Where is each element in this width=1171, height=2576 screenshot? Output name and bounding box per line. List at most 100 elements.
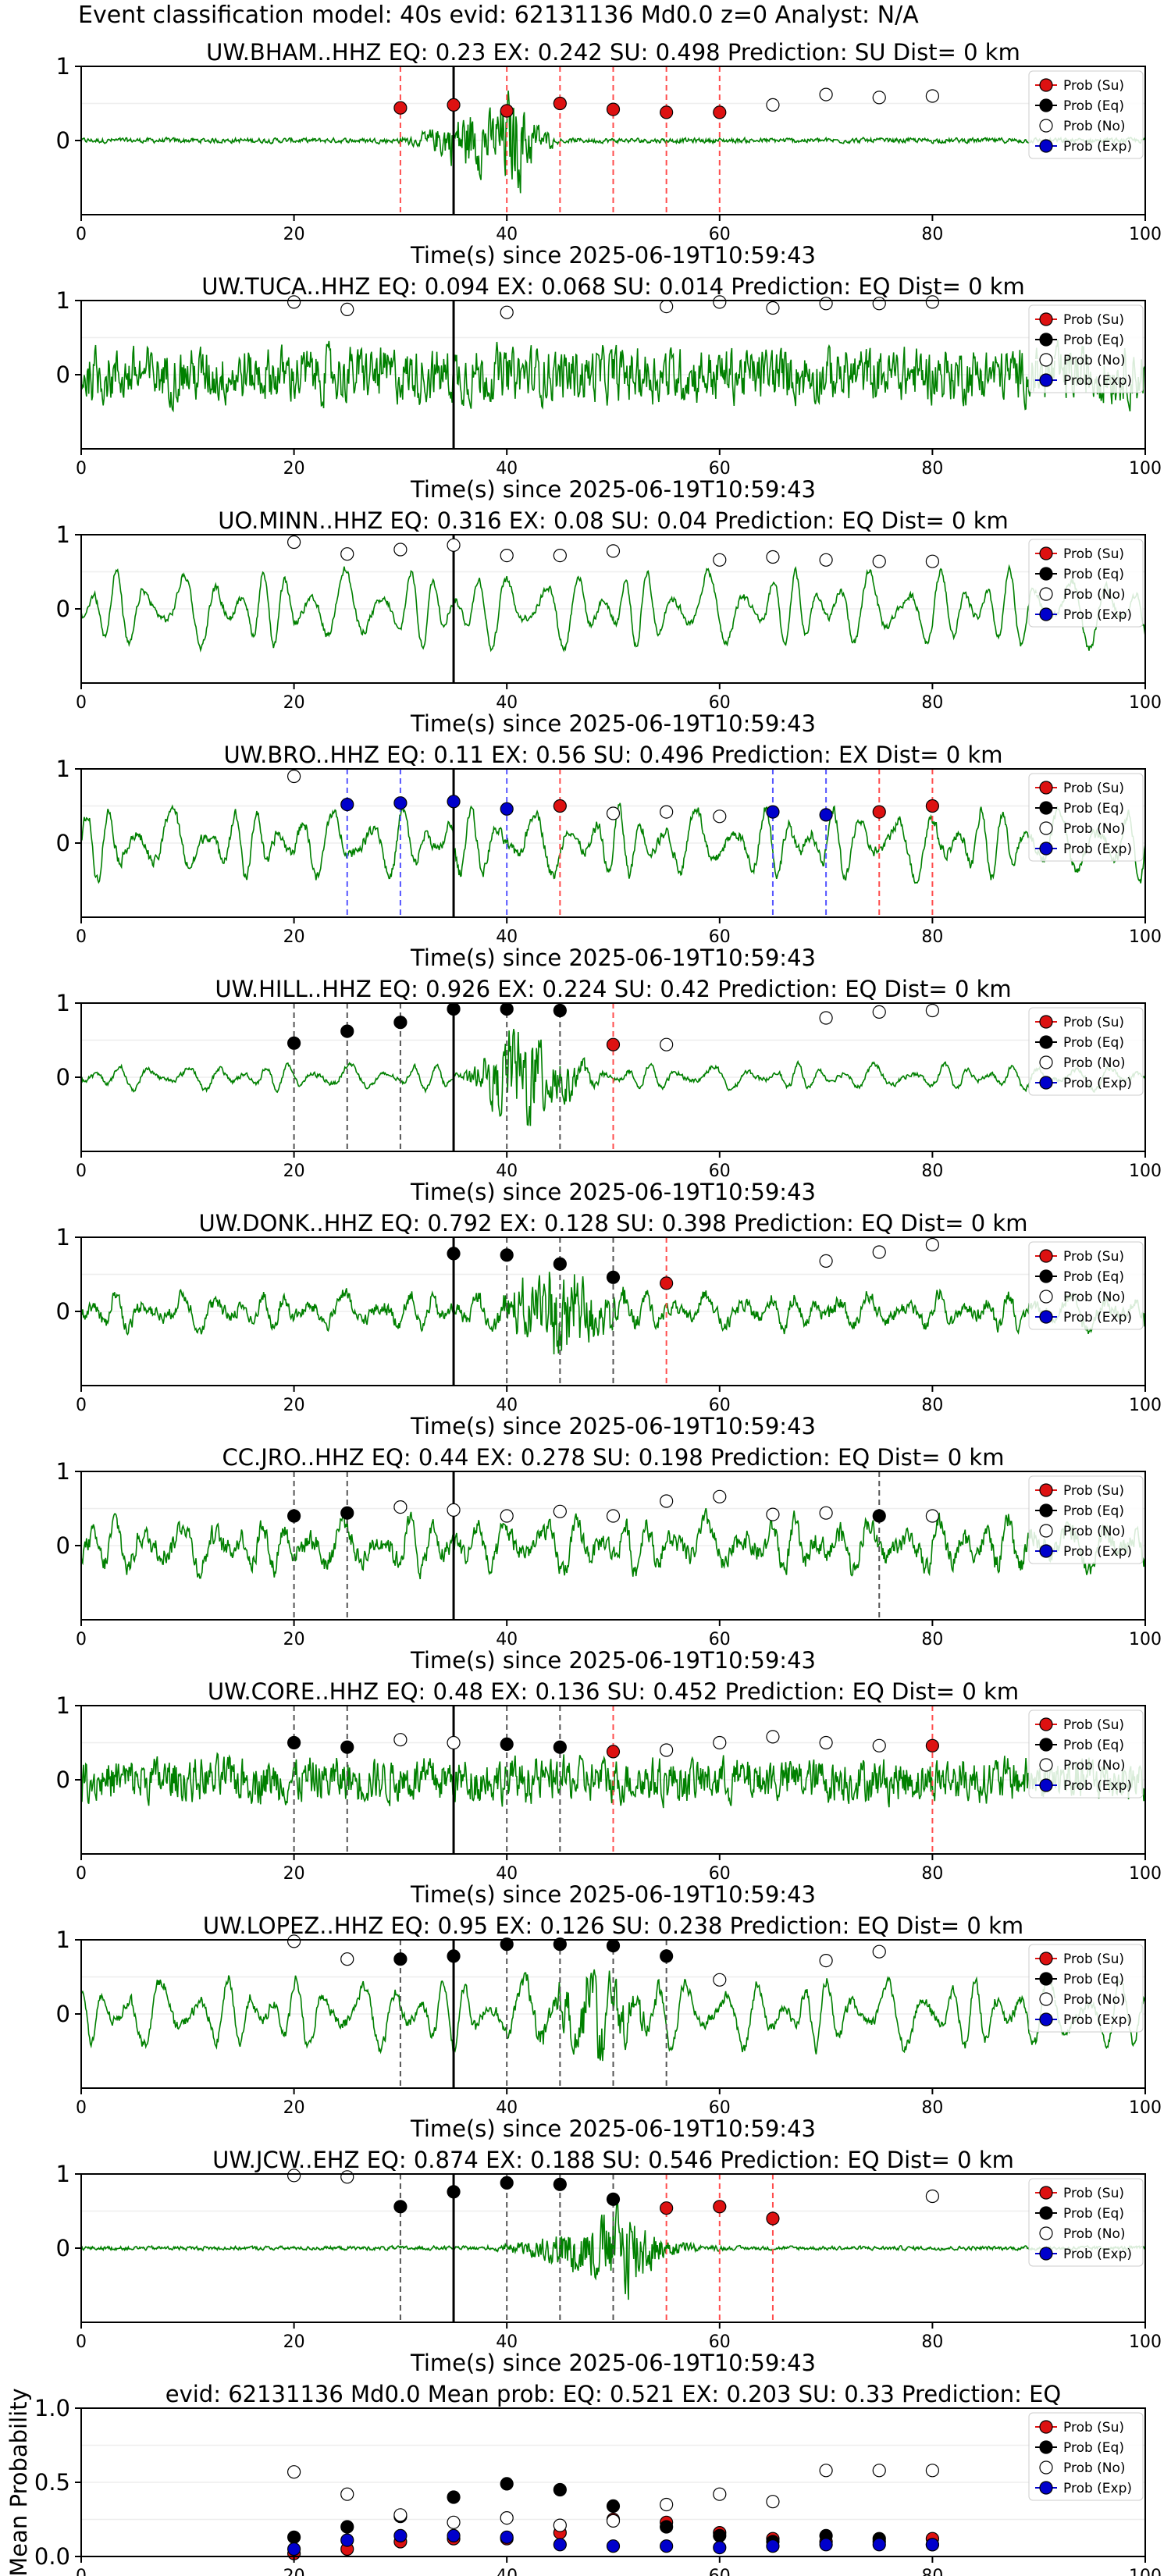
prob-marker-no [447,1503,461,1517]
legend-marker-exp [1039,1076,1053,1090]
y-tick-label: 1 [56,521,70,548]
legend-label: Prob (No) [1063,1055,1126,1071]
prob-marker-su [553,799,567,813]
x-tick-label: 40 [496,693,518,713]
prob-marker-eq [393,1016,408,1030]
legend-label: Prob (Exp) [1063,2247,1132,2262]
prob-marker-no [925,1003,940,1018]
prob-marker-no [447,538,461,552]
x-tick-label: 40 [496,459,518,479]
prob-marker-exp [447,2528,461,2542]
prob-marker-eq [606,1270,621,1284]
x-tick-label: 80 [921,1396,943,1415]
prob-marker-no [287,1934,301,1948]
legend-marker-eq [1039,801,1053,815]
legend-label: Prob (Eq) [1063,333,1124,348]
y-tick-label: 0 [56,2001,70,2027]
legend-box [1028,2178,1144,2267]
legend-marker-eq [1039,333,1053,347]
legend-marker-no [1039,821,1053,835]
legend-label: Prob (No) [1063,1524,1126,1539]
x-tick-label: 100 [1129,927,1162,947]
legend-marker-su [1039,1717,1053,1731]
prob-marker-no [872,2464,886,2478]
station-panel-6: UW.DONK..HHZ EQ: 0.792 EX: 0.128 SU: 0.3… [56,1210,1162,1439]
legend: Prob (Su) Prob (Eq) Prob (No) Prob (Exp) [1028,1241,1144,1330]
prob-marker-no [872,1738,886,1752]
legend-marker-su [1039,312,1053,326]
y-tick-label: 0.0 [34,2543,70,2570]
x-axis-label: Time(s) since 2025-06-19T10:59:43 [410,2115,816,2142]
x-tick-label: 100 [1129,2332,1162,2352]
station-panel-4: UW.BRO..HHZ EQ: 0.11 EX: 0.56 SU: 0.496 … [56,742,1162,971]
x-tick-label: 60 [709,1630,731,1649]
legend-marker-su [1039,1483,1053,1497]
prob-marker-no [819,1735,833,1750]
y-tick-label: 0.5 [34,2469,70,2496]
x-tick-label: 40 [496,1162,518,1181]
x-tick-label: 60 [709,459,731,479]
x-tick-label: 0 [76,693,87,713]
prob-marker-exp [500,2530,514,2544]
y-tick-label: 0 [56,127,70,154]
prob-marker-exp [340,2533,354,2547]
legend-label: Prob (Su) [1063,2186,1124,2201]
prob-marker-no [872,1005,886,1019]
prob-marker-no [819,1011,833,1025]
x-axis-label: Time(s) since 2025-06-19T10:59:43 [410,2350,816,2376]
prob-marker-no [660,805,674,819]
prob-marker-no [925,1237,940,1252]
prob-marker-eq [500,1248,514,1262]
x-tick-label: 0 [76,225,87,244]
prob-marker-no [393,543,408,557]
legend-marker-exp [1039,1544,1053,1558]
legend-marker-no [1039,353,1053,367]
x-tick-label: 80 [921,225,943,244]
legend-marker-eq [1039,1972,1053,1986]
legend-label: Prob (Exp) [1063,607,1132,623]
legend-marker-no [1039,119,1053,133]
legend-box [1028,1007,1144,1096]
prob-marker-no [340,2487,354,2501]
x-tick-label: 20 [283,2098,305,2118]
legend-label: Prob (No) [1063,119,1126,134]
legend-marker-exp [1039,139,1053,153]
legend-marker-eq [1039,98,1053,112]
legend: Prob (Su) Prob (Eq) Prob (No) Prob (Exp) [1028,2412,1144,2501]
legend-label: Prob (No) [1063,2226,1126,2242]
prob-marker-no [393,2508,408,2522]
waveform-trace [80,802,1146,884]
x-tick-label: 0 [76,927,87,947]
x-axis-label: Time(s) since 2025-06-19T10:59:43 [410,1179,816,1205]
x-tick-label: 40 [496,1864,518,1884]
x-tick-label: 60 [709,2098,731,2118]
legend: Prob (Su) Prob (Eq) Prob (No) Prob (Exp) [1028,304,1144,393]
prob-marker-no [766,2495,780,2509]
x-tick-label: 40 [496,225,518,244]
x-tick-label: 80 [921,2098,943,2118]
station-panel-9: UW.LOPEZ..HHZ EQ: 0.95 EX: 0.126 SU: 0.2… [56,1912,1162,2142]
prob-marker-no [819,1506,833,1520]
x-axis-label: Time(s) since 2025-06-19T10:59:43 [410,945,816,971]
panel-title: UW.TUCA..HHZ EQ: 0.094 EX: 0.068 SU: 0.0… [201,273,1025,300]
prob-marker-exp [393,2528,408,2542]
x-tick-label: 20 [283,2332,305,2352]
legend-box [1028,304,1144,393]
legend-marker-eq [1039,1738,1053,1752]
waveform-trace [80,91,1146,194]
panel-title: CC.JRO..HHZ EQ: 0.44 EX: 0.278 SU: 0.198… [222,1444,1005,1471]
prob-marker-exp [766,805,780,819]
x-tick-label: 60 [709,2332,731,2352]
prob-marker-no [606,1509,621,1523]
prob-marker-no [713,1489,727,1503]
prob-marker-no [819,1254,833,1268]
prob-marker-exp [340,797,354,812]
prob-marker-eq [447,1002,461,1016]
prob-marker-eq [553,2177,567,2191]
prob-marker-no [713,295,727,309]
legend-label: Prob (No) [1063,1992,1126,2008]
x-tick-label: 80 [921,1864,943,1884]
prob-marker-no [393,1733,408,1747]
legend-marker-su [1039,2420,1053,2434]
prob-marker-no [500,1509,514,1523]
